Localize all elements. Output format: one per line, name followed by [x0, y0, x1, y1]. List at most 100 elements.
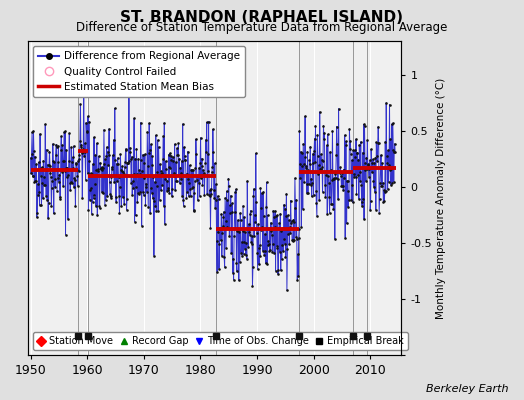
Point	[191, 165, 200, 171]
Point	[345, 126, 354, 132]
Point	[226, 192, 235, 199]
Point	[189, 184, 197, 190]
Point	[103, 193, 112, 199]
Point	[160, 203, 168, 209]
Point	[233, 228, 242, 234]
Point	[211, 160, 219, 167]
Point	[47, 174, 55, 180]
Point	[390, 140, 399, 147]
Point	[170, 141, 179, 147]
Point	[303, 190, 311, 196]
Point	[329, 206, 337, 212]
Point	[165, 190, 173, 196]
Point	[216, 225, 225, 232]
Point	[175, 156, 183, 162]
Point	[90, 134, 98, 140]
Point	[343, 178, 351, 184]
Y-axis label: Monthly Temperature Anomaly Difference (°C): Monthly Temperature Anomaly Difference (…	[436, 77, 446, 319]
Point	[302, 180, 311, 187]
Point	[322, 172, 330, 178]
Point	[170, 173, 178, 179]
Point	[241, 246, 249, 252]
Point	[363, 166, 371, 172]
Point	[114, 161, 122, 167]
Point	[174, 152, 182, 159]
Point	[36, 130, 44, 137]
Point	[38, 164, 47, 170]
Point	[375, 210, 384, 216]
Point	[295, 128, 303, 134]
Point	[208, 191, 216, 198]
Point	[132, 146, 140, 152]
Point	[60, 129, 68, 135]
Point	[117, 203, 126, 210]
Point	[321, 182, 329, 188]
Point	[226, 202, 234, 209]
Point	[151, 203, 159, 210]
Point	[71, 176, 79, 183]
Point	[298, 163, 306, 170]
Point	[111, 105, 119, 112]
Point	[356, 139, 365, 145]
Point	[324, 180, 333, 186]
Point	[379, 199, 388, 206]
Point	[330, 175, 338, 182]
Point	[328, 177, 336, 184]
Point	[189, 208, 198, 214]
Point	[388, 180, 397, 186]
Point	[31, 153, 39, 160]
Point	[60, 168, 69, 174]
Point	[198, 155, 206, 162]
Point	[272, 242, 281, 249]
Point	[131, 156, 139, 162]
Point	[331, 170, 340, 177]
Point	[207, 185, 215, 192]
Point	[304, 190, 312, 196]
Point	[385, 179, 393, 185]
Point	[371, 154, 379, 161]
Point	[206, 187, 214, 194]
Point	[353, 149, 361, 156]
Point	[149, 195, 157, 202]
Point	[268, 232, 276, 238]
Point	[212, 238, 221, 244]
Point	[228, 270, 237, 276]
Point	[361, 123, 369, 129]
Point	[270, 250, 278, 257]
Point	[205, 192, 213, 199]
Point	[163, 184, 172, 191]
Point	[354, 156, 363, 163]
Point	[390, 149, 398, 155]
Point	[104, 162, 112, 168]
Point	[232, 260, 241, 267]
Point	[102, 196, 110, 203]
Point	[198, 182, 206, 189]
Point	[100, 161, 108, 167]
Point	[217, 211, 225, 217]
Point	[366, 198, 375, 204]
Point	[289, 237, 297, 243]
Point	[257, 226, 266, 233]
Point	[222, 188, 231, 194]
Point	[100, 126, 108, 133]
Point	[173, 145, 181, 152]
Point	[334, 106, 343, 112]
Point	[35, 189, 43, 196]
Point	[366, 157, 374, 163]
Point	[357, 182, 365, 188]
Point	[136, 188, 145, 195]
Point	[32, 214, 41, 220]
Point	[283, 287, 291, 294]
Point	[292, 196, 301, 203]
Point	[140, 160, 149, 166]
Point	[109, 172, 117, 178]
Point	[203, 151, 212, 157]
Point	[56, 196, 64, 203]
Point	[200, 170, 208, 176]
Point	[277, 267, 285, 274]
Point	[366, 207, 374, 213]
Point	[154, 137, 162, 143]
Point	[359, 121, 368, 128]
Point	[110, 179, 118, 185]
Point	[262, 203, 270, 210]
